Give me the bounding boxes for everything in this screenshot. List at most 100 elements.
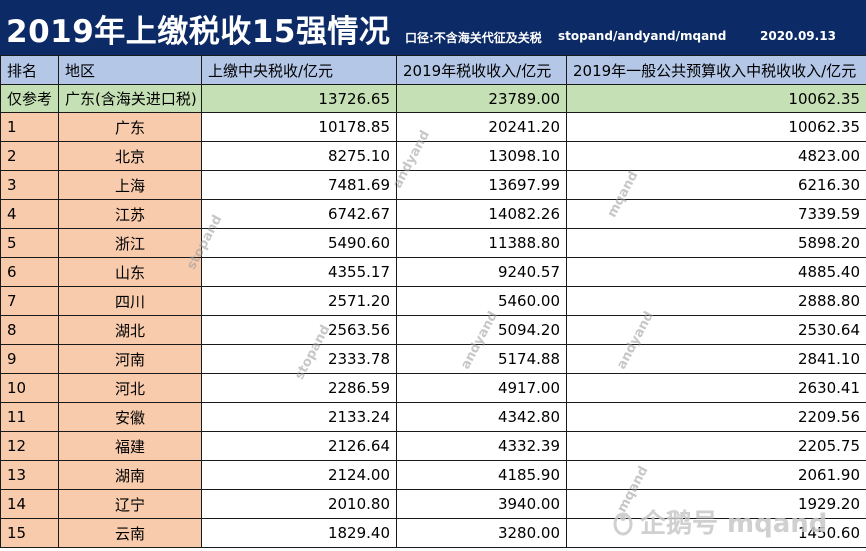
tax-revenue-cell: 4332.39 bbox=[396, 431, 567, 461]
budget-tax-cell: 1450.60 bbox=[566, 518, 866, 548]
table-row: 8 湖北 2563.56 5094.20 2530.64 bbox=[0, 315, 866, 345]
tax-revenue-cell: 9240.57 bbox=[396, 257, 567, 287]
budget-tax-cell: 7339.59 bbox=[566, 199, 866, 229]
rank-cell: 10 bbox=[0, 373, 59, 403]
tax-revenue-cell: 20241.20 bbox=[396, 112, 567, 142]
budget-tax-cell: 2061.90 bbox=[566, 460, 866, 490]
table-row: 15 云南 1829.40 3280.00 1450.60 bbox=[0, 518, 866, 548]
column-header-central-tax: 上缴中央税收/亿元 bbox=[201, 55, 397, 85]
reference-region: 广东(含海关进口税) bbox=[58, 84, 202, 113]
table-row: 6 山东 4355.17 9240.57 4885.40 bbox=[0, 257, 866, 287]
rank-cell: 1 bbox=[0, 112, 59, 142]
budget-tax-cell: 2530.64 bbox=[566, 315, 866, 345]
region-cell: 云南 bbox=[58, 518, 202, 548]
tax-revenue-cell: 4917.00 bbox=[396, 373, 567, 403]
tax-revenue-cell: 5460.00 bbox=[396, 286, 567, 316]
tax-revenue-cell: 4342.80 bbox=[396, 402, 567, 432]
table-row: 10 河北 2286.59 4917.00 2630.41 bbox=[0, 373, 866, 403]
budget-tax-cell: 2209.56 bbox=[566, 402, 866, 432]
region-cell: 山东 bbox=[58, 257, 202, 287]
region-cell: 浙江 bbox=[58, 228, 202, 258]
scope-note: 口径:不含海关代征及关税 bbox=[405, 31, 542, 45]
column-header-budget-tax: 2019年一般公共预算收入中税收收入/亿元 bbox=[566, 55, 866, 85]
column-header-region: 地区 bbox=[58, 55, 202, 85]
budget-tax-cell: 4885.40 bbox=[566, 257, 866, 287]
central-tax-cell: 10178.85 bbox=[201, 112, 397, 142]
table-row: 1 广东 10178.85 20241.20 10062.35 bbox=[0, 112, 866, 142]
tax-revenue-cell: 5094.20 bbox=[396, 315, 567, 345]
central-tax-cell: 6742.67 bbox=[201, 199, 397, 229]
reference-rank: 仅参考 bbox=[0, 84, 59, 113]
tax-table: 排名 地区 上缴中央税收/亿元 2019年税收收入/亿元 2019年一般公共预算… bbox=[0, 55, 866, 548]
central-tax-cell: 2563.56 bbox=[201, 315, 397, 345]
region-cell: 湖南 bbox=[58, 460, 202, 490]
table-row: 14 辽宁 2010.80 3940.00 1929.20 bbox=[0, 489, 866, 519]
rank-cell: 11 bbox=[0, 402, 59, 432]
authors-note: stopand/andyand/mqand bbox=[558, 29, 727, 43]
reference-row: 仅参考 广东(含海关进口税) 13726.65 23789.00 10062.3… bbox=[0, 84, 866, 113]
tax-revenue-cell: 5174.88 bbox=[396, 344, 567, 374]
tax-revenue-cell: 11388.80 bbox=[396, 228, 567, 258]
table-row: 5 浙江 5490.60 11388.80 5898.20 bbox=[0, 228, 866, 258]
region-cell: 湖北 bbox=[58, 315, 202, 345]
region-cell: 广东 bbox=[58, 112, 202, 142]
region-cell: 河南 bbox=[58, 344, 202, 374]
table-row: 12 福建 2126.64 4332.39 2205.75 bbox=[0, 431, 866, 461]
date-note: 2020.09.13 bbox=[760, 29, 836, 43]
region-cell: 四川 bbox=[58, 286, 202, 316]
budget-tax-cell: 2841.10 bbox=[566, 344, 866, 374]
region-cell: 江苏 bbox=[58, 199, 202, 229]
table-row: 3 上海 7481.69 13697.99 6216.30 bbox=[0, 170, 866, 200]
central-tax-cell: 2571.20 bbox=[201, 286, 397, 316]
central-tax-cell: 2333.78 bbox=[201, 344, 397, 374]
central-tax-cell: 8275.10 bbox=[201, 141, 397, 171]
table-row: 9 河南 2333.78 5174.88 2841.10 bbox=[0, 344, 866, 374]
rank-cell: 4 bbox=[0, 199, 59, 229]
rank-cell: 9 bbox=[0, 344, 59, 374]
region-cell: 河北 bbox=[58, 373, 202, 403]
rank-cell: 13 bbox=[0, 460, 59, 490]
rank-cell: 7 bbox=[0, 286, 59, 316]
budget-tax-cell: 6216.30 bbox=[566, 170, 866, 200]
rank-cell: 8 bbox=[0, 315, 59, 345]
central-tax-cell: 5490.60 bbox=[201, 228, 397, 258]
budget-tax-cell: 5898.20 bbox=[566, 228, 866, 258]
rank-cell: 14 bbox=[0, 489, 59, 519]
region-cell: 安徽 bbox=[58, 402, 202, 432]
central-tax-cell: 2126.64 bbox=[201, 431, 397, 461]
budget-tax-cell: 2205.75 bbox=[566, 431, 866, 461]
table-header-row: 排名 地区 上缴中央税收/亿元 2019年税收收入/亿元 2019年一般公共预算… bbox=[0, 55, 866, 85]
page-title: 2019年上缴税收15强情况 bbox=[6, 14, 391, 50]
central-tax-cell: 2133.24 bbox=[201, 402, 397, 432]
tax-revenue-cell: 4185.90 bbox=[396, 460, 567, 490]
budget-tax-cell: 2888.80 bbox=[566, 286, 866, 316]
region-cell: 北京 bbox=[58, 141, 202, 171]
table-row: 7 四川 2571.20 5460.00 2888.80 bbox=[0, 286, 866, 316]
rank-cell: 15 bbox=[0, 518, 59, 548]
budget-tax-cell: 1929.20 bbox=[566, 489, 866, 519]
central-tax-cell: 2124.00 bbox=[201, 460, 397, 490]
tax-revenue-cell: 3280.00 bbox=[396, 518, 567, 548]
region-cell: 上海 bbox=[58, 170, 202, 200]
reference-tax-revenue: 23789.00 bbox=[396, 84, 567, 113]
rank-cell: 6 bbox=[0, 257, 59, 287]
central-tax-cell: 2286.59 bbox=[201, 373, 397, 403]
budget-tax-cell: 2630.41 bbox=[566, 373, 866, 403]
central-tax-cell: 7481.69 bbox=[201, 170, 397, 200]
table-row: 4 江苏 6742.67 14082.26 7339.59 bbox=[0, 199, 866, 229]
rank-cell: 12 bbox=[0, 431, 59, 461]
budget-tax-cell: 10062.35 bbox=[566, 112, 866, 142]
column-header-rank: 排名 bbox=[0, 55, 59, 85]
central-tax-cell: 2010.80 bbox=[201, 489, 397, 519]
rank-cell: 3 bbox=[0, 170, 59, 200]
region-cell: 辽宁 bbox=[58, 489, 202, 519]
tax-revenue-cell: 13098.10 bbox=[396, 141, 567, 171]
central-tax-cell: 1829.40 bbox=[201, 518, 397, 548]
rank-cell: 2 bbox=[0, 141, 59, 171]
region-cell: 福建 bbox=[58, 431, 202, 461]
budget-tax-cell: 4823.00 bbox=[566, 141, 866, 171]
title-banner: 2019年上缴税收15强情况 口径:不含海关代征及关税 stopand/andy… bbox=[0, 0, 866, 55]
column-header-tax-revenue: 2019年税收收入/亿元 bbox=[396, 55, 567, 85]
central-tax-cell: 4355.17 bbox=[201, 257, 397, 287]
reference-central-tax: 13726.65 bbox=[201, 84, 397, 113]
